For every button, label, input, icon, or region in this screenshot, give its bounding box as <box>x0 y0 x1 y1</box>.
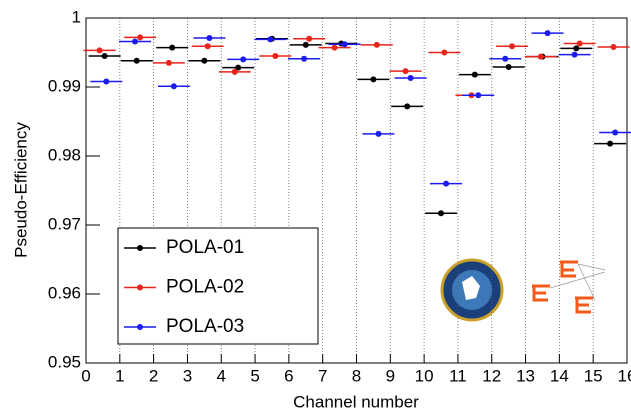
point <box>204 43 211 50</box>
point <box>375 130 382 137</box>
point <box>471 71 478 78</box>
x-tick-label: 1 <box>115 366 124 385</box>
x-tick-label: 14 <box>550 366 569 385</box>
point <box>302 41 309 48</box>
point <box>373 41 380 48</box>
point <box>137 34 144 41</box>
x-tick-label: 9 <box>386 366 395 385</box>
point <box>272 52 279 59</box>
x-tick-label: 3 <box>183 366 192 385</box>
point <box>509 43 516 50</box>
point <box>612 129 619 136</box>
point <box>235 64 242 71</box>
x-tick-label: 10 <box>415 366 434 385</box>
x-tick-label: 0 <box>81 366 90 385</box>
y-tick-label: 0.98 <box>48 145 81 164</box>
y-tick-label: 0.97 <box>48 214 81 233</box>
point <box>576 40 583 47</box>
point <box>103 78 110 85</box>
legend-swatch <box>137 284 143 291</box>
point <box>404 103 411 110</box>
point <box>370 76 377 83</box>
point <box>610 43 617 50</box>
point <box>402 68 409 75</box>
x-tick-label: 2 <box>149 366 158 385</box>
point <box>96 47 103 54</box>
point <box>201 57 208 64</box>
x-tick-label: 16 <box>618 366 631 385</box>
x-axis-label: Channel number <box>293 392 419 411</box>
y-tick-label: 0.96 <box>48 283 81 302</box>
point <box>544 30 551 37</box>
point <box>505 63 512 70</box>
x-tick-label: 4 <box>217 366 226 385</box>
point <box>607 140 614 147</box>
point <box>502 55 509 62</box>
point <box>301 55 308 62</box>
plot-frame <box>85 17 628 364</box>
x-tick-label: 7 <box>318 366 327 385</box>
legend-label: POLA-03 <box>166 316 244 337</box>
point <box>169 44 176 51</box>
y-tick-label: 1 <box>72 7 81 26</box>
point <box>341 41 348 48</box>
x-tick-label: 5 <box>250 366 259 385</box>
x-tick-label: 12 <box>482 366 501 385</box>
point <box>438 210 445 217</box>
x-tick-label: 8 <box>352 366 361 385</box>
point <box>101 52 108 59</box>
point <box>206 35 213 42</box>
point <box>407 75 414 82</box>
point <box>331 44 338 51</box>
legend-swatch <box>137 324 143 330</box>
x-tick-label: 11 <box>449 366 467 385</box>
point <box>170 83 177 90</box>
legend-label: POLA-01 <box>166 237 244 258</box>
point <box>441 49 448 56</box>
point <box>571 51 578 58</box>
logo <box>440 258 504 322</box>
y-axis-label: Pseudo-Efficiency <box>11 122 30 258</box>
point <box>132 38 139 45</box>
point <box>165 59 172 66</box>
legend-label: POLA-02 <box>166 277 244 298</box>
x-tick-label: 15 <box>584 366 603 385</box>
point <box>240 56 247 63</box>
point <box>475 92 482 99</box>
point <box>306 35 313 42</box>
y-tick-label: 0.95 <box>48 352 81 371</box>
x-tick-label: 6 <box>284 366 293 385</box>
legend-swatch <box>137 245 143 251</box>
point <box>231 68 238 75</box>
x-tick-label: 13 <box>516 366 535 385</box>
logo <box>532 260 606 314</box>
point <box>443 180 450 187</box>
point <box>133 57 140 64</box>
point <box>573 45 580 52</box>
point <box>537 53 544 60</box>
point <box>267 36 274 43</box>
y-tick-label: 0.99 <box>48 76 81 95</box>
